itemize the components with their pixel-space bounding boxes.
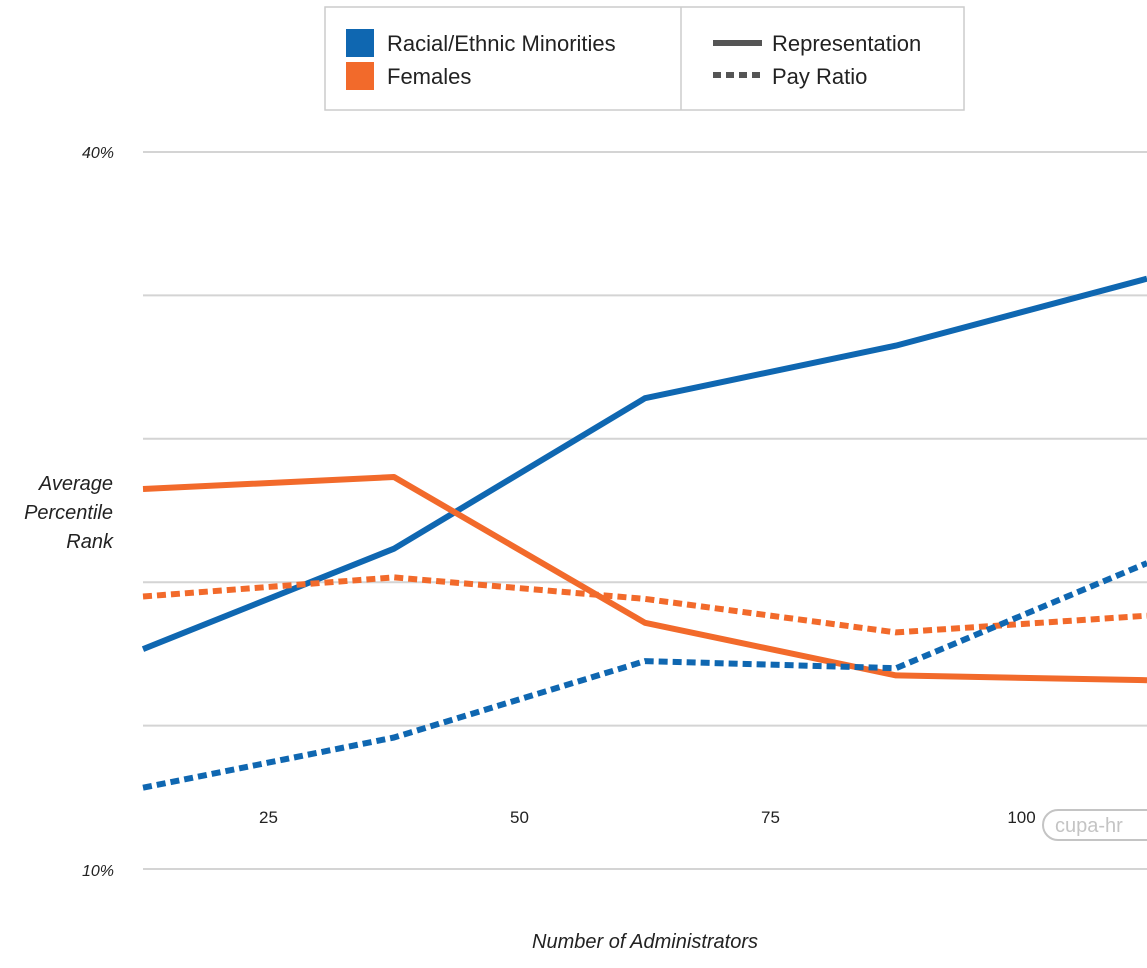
- logo-text: cupa-hr: [1055, 815, 1123, 837]
- x-axis-label: Number of Administrators: [532, 931, 758, 953]
- series-line-minorities-representation: [141, 275, 1147, 652]
- legend-label-females: Females: [387, 64, 471, 89]
- y-axis-label-line-1: Average: [38, 473, 113, 495]
- y-axis-label-line-2: Percentile: [24, 502, 113, 524]
- y-axis-label: Average Percentile Rank: [24, 473, 114, 553]
- legend: Racial/Ethnic Minorities Females Represe…: [324, 6, 965, 111]
- legend-swatch-minorities: [346, 29, 374, 57]
- legend-label-pay-ratio: Pay Ratio: [772, 64, 867, 89]
- gridlines: [143, 151, 1147, 870]
- series-line-females-representation: [142, 474, 1147, 684]
- legend-label-minorities: Racial/Ethnic Minorities: [387, 31, 616, 56]
- legend-label-representation: Representation: [772, 31, 921, 56]
- series-line-females-pay-ratio: [142, 574, 1147, 636]
- x-tick-label: 25: [259, 808, 278, 827]
- series-line-minorities-pay-ratio: [142, 560, 1147, 791]
- y-tick-label-top: 40%: [82, 145, 114, 162]
- x-tick-label: 50: [510, 808, 529, 827]
- x-tick-label: 100: [1007, 808, 1035, 827]
- y-axis-label-line-3: Rank: [66, 531, 114, 553]
- x-tick-label: 75: [761, 808, 780, 827]
- y-tick-label-bottom: 10%: [82, 863, 114, 880]
- x-tick-labels: 25 50 75 100: [259, 808, 1036, 827]
- legend-swatch-females: [346, 62, 374, 90]
- series-lines: [141, 275, 1147, 791]
- legend-box: [324, 6, 965, 111]
- cupa-hr-logo: cupa-hr: [1042, 809, 1147, 841]
- logo-outline: [1042, 809, 1147, 841]
